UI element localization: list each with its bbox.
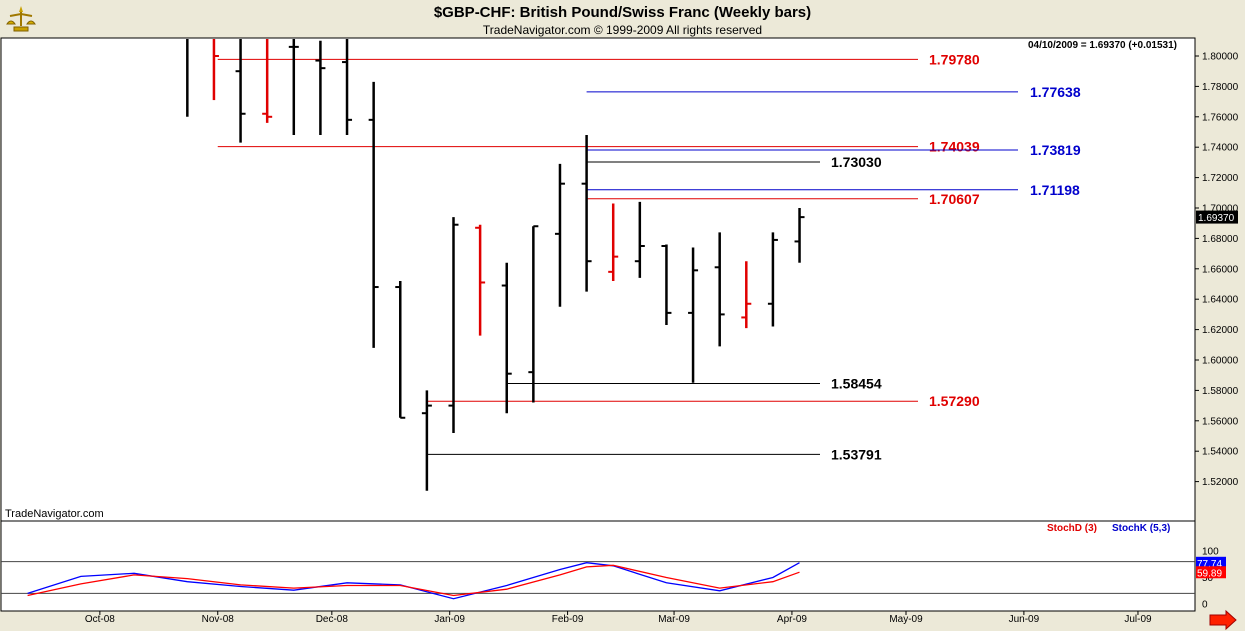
stoch-y-tick-label: 0 — [1202, 600, 1208, 611]
level-label: 1.73819 — [1030, 142, 1081, 158]
ohlc-bar — [528, 225, 539, 403]
ohlc-bar — [262, 39, 273, 123]
ohlc-bar — [212, 39, 219, 101]
scroll-right-arrow-icon[interactable] — [1209, 609, 1237, 631]
copyright: TradeNavigator.com © 1999-2009 All right… — [482, 23, 763, 37]
x-tick-label: Jan-09 — [434, 614, 465, 625]
ohlc-bar — [368, 81, 379, 348]
y-tick-label: 1.64000 — [1202, 295, 1239, 306]
y-tick-label: 1.52000 — [1202, 477, 1239, 488]
x-tick-label: Jun-09 — [1009, 614, 1040, 625]
y-tick-label: 1.80000 — [1202, 52, 1239, 63]
ohlc-bar — [661, 244, 672, 326]
level-lines: 1.79780 1.77638 1.74039 1.73819 1.73030 1.711… — [217, 51, 1081, 462]
ohlc-bar — [395, 280, 406, 419]
x-tick-label: May-09 — [889, 614, 923, 625]
level-label: 1.53791 — [831, 446, 882, 462]
ohlc-bar — [767, 232, 778, 327]
stoch-y-tick-label: 50 — [1202, 573, 1214, 584]
ohlc-bar — [608, 203, 619, 281]
y-tick-label: 1.66000 — [1202, 264, 1239, 275]
stochk-last-value: 77.74 — [1197, 559, 1222, 570]
ohlc-bar — [235, 39, 246, 143]
price-panel — [0, 37, 1196, 522]
ohlc-bar — [634, 201, 645, 278]
x-tick-label: Jul-09 — [1124, 614, 1152, 625]
level-label: 1.77638 — [1030, 84, 1081, 100]
y-tick-label: 1.70000 — [1202, 204, 1239, 215]
stochastic-lines — [27, 562, 800, 600]
series-line-stochK — [27, 562, 800, 600]
legend-stochk: StochK (5,3) — [1112, 523, 1170, 534]
ohlc-bar — [688, 247, 699, 383]
x-tick-label: Feb-09 — [552, 614, 584, 625]
level-label: 1.58454 — [831, 375, 882, 391]
ohlc-bar — [714, 232, 725, 347]
y-tick-label: 1.56000 — [1202, 416, 1239, 427]
stoch-y-axis: 0 50 100 — [1, 547, 1219, 611]
level-label: 1.70607 — [929, 191, 980, 207]
ohlc-bar — [342, 39, 353, 136]
x-axis: Oct-08 Nov-08 Dec-08 Jan-09 Feb-09 Mar-09 Apr-… — [85, 611, 1152, 625]
x-tick-label: Oct-08 — [85, 614, 115, 625]
ohlc-bar — [741, 261, 752, 329]
ohlc-bar — [315, 40, 326, 136]
ohlc-bar — [794, 208, 805, 263]
stochd-last-tag — [1196, 566, 1226, 579]
price-y-axis: 1.52000 1.54000 1.56000 1.58000 1.60000 1.620… — [1195, 52, 1239, 488]
watermark: TradeNavigator.com — [5, 508, 104, 520]
y-tick-label: 1.58000 — [1202, 386, 1239, 397]
ohlc-bar — [501, 262, 512, 414]
y-tick-label: 1.72000 — [1202, 173, 1239, 184]
y-tick-label: 1.68000 — [1202, 234, 1239, 245]
ohlc-bar — [475, 224, 486, 336]
level-label: 1.79780 — [929, 51, 980, 67]
x-tick-label: Nov-08 — [202, 614, 235, 625]
chart-title: $GBP-CHF: British Pound/Swiss Franc (Wee… — [433, 4, 812, 21]
level-label: 1.57290 — [929, 393, 980, 409]
ohlc-bars — [186, 39, 805, 491]
ohlc-bar — [288, 39, 299, 136]
y-tick-label: 1.78000 — [1202, 82, 1239, 93]
tradenavigator-logo-icon[interactable] — [4, 2, 38, 36]
info-readout: 04/10/2009 = 1.69370 (+0.01531) — [1028, 40, 1177, 51]
level-label: 1.74039 — [929, 139, 980, 155]
last-price-value: 1.69370 — [1198, 213, 1235, 224]
stoch-y-tick-label: 100 — [1202, 547, 1219, 558]
stochk-last-tag — [1196, 556, 1226, 569]
level-label: 1.71198 — [1030, 182, 1080, 198]
ohlc-bar — [581, 135, 592, 292]
y-tick-label: 1.62000 — [1202, 325, 1239, 336]
ohlc-bar — [421, 390, 432, 491]
last-price-tag — [1196, 210, 1238, 224]
x-tick-label: Dec-08 — [316, 614, 349, 625]
series-line-stochD — [27, 564, 800, 597]
y-tick-label: 1.60000 — [1202, 356, 1239, 367]
y-tick-label: 1.54000 — [1202, 447, 1239, 458]
x-tick-label: Apr-09 — [777, 614, 807, 625]
ohlc-bar — [554, 163, 565, 307]
legend-stochd: StochD (3) — [1047, 523, 1097, 534]
level-label: 1.73030 — [831, 154, 882, 170]
y-tick-label: 1.76000 — [1202, 112, 1239, 123]
ohlc-bar — [448, 217, 459, 433]
y-tick-label: 1.74000 — [1202, 143, 1239, 154]
x-tick-label: Mar-09 — [658, 614, 690, 625]
stochd-last-value: 59.89 — [1197, 568, 1222, 579]
